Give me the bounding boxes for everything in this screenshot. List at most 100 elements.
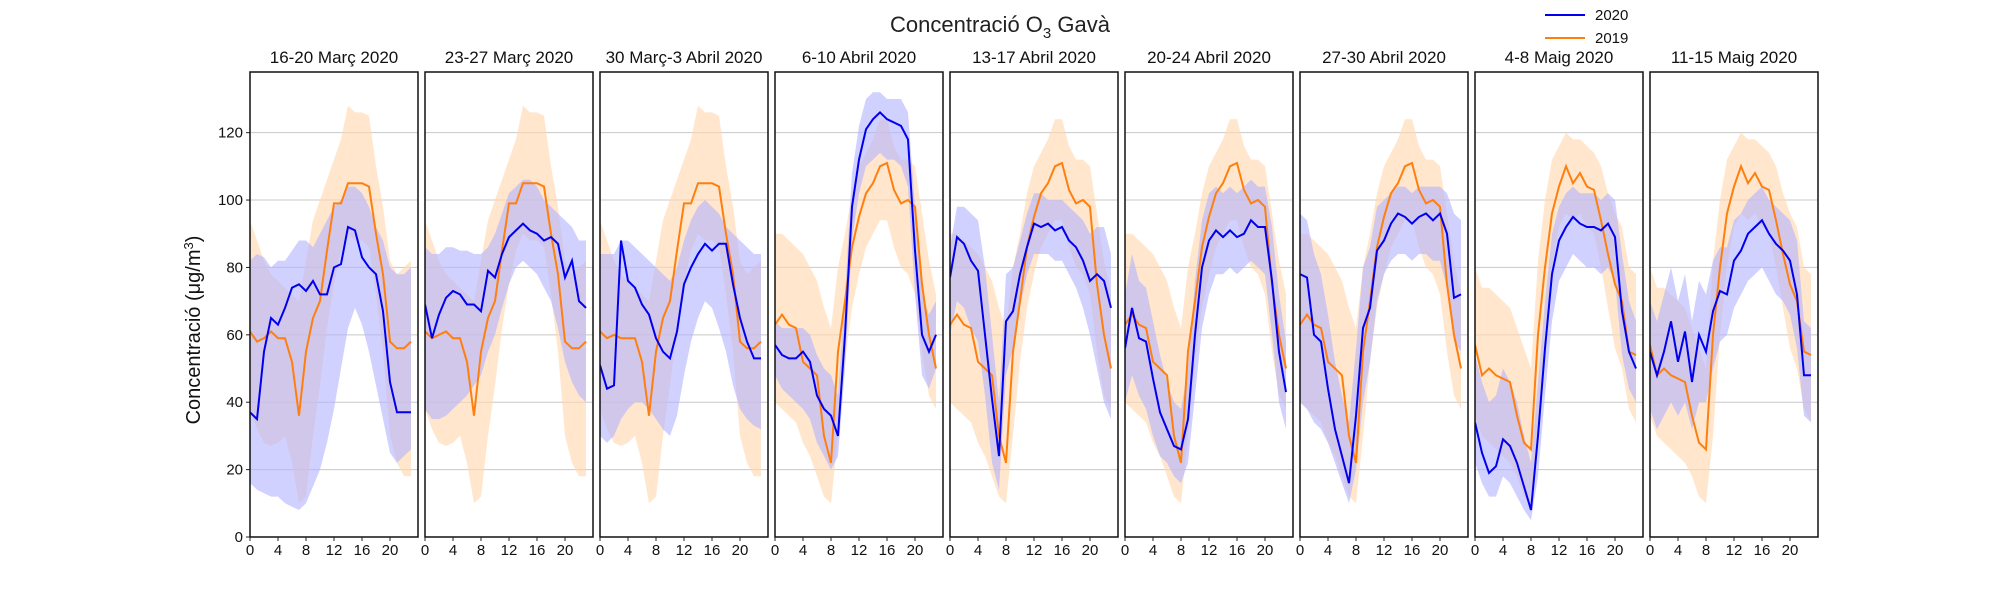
line-2019 [1475, 163, 1637, 452]
x-tick-label: 4 [624, 542, 632, 559]
band-2020 [600, 200, 761, 443]
x-tick-label: 8 [827, 542, 835, 559]
panel-1: 16-20 Març 2020 0 4 8 12 16 20 [246, 48, 419, 559]
panel-6: 20-24 Abril 2020 0 4 8 12 16 20 [1121, 48, 1294, 559]
panel-title: 27-30 Abril 2020 [1322, 48, 1446, 67]
x-tick-label: 20 [1082, 542, 1099, 559]
x-tick-label: 4 [449, 542, 457, 559]
x-tick-label: 0 [946, 542, 954, 559]
x-tick-label: 20 [907, 542, 924, 559]
x-tick-label: 20 [1257, 542, 1274, 559]
x-tick-label: 12 [326, 542, 343, 559]
x-tick-label: 8 [302, 542, 310, 559]
y-tick-label: 100 [218, 192, 243, 209]
x-tick-label: 16 [1754, 542, 1771, 559]
x-tick-label: 12 [1026, 542, 1043, 559]
band-2020 [775, 92, 936, 470]
panel-title: 30 Març-3 Abril 2020 [606, 48, 763, 67]
x-tick-label: 16 [1404, 542, 1421, 559]
line-2019 [1125, 161, 1287, 464]
x-tick-label: 20 [1607, 542, 1624, 559]
x-tick-label: 12 [1376, 542, 1393, 559]
x-tick-label: 16 [1229, 542, 1246, 559]
legend: 2020 2019 [1545, 7, 1628, 47]
y-tick-label: 40 [226, 394, 243, 411]
panel-title: 23-27 Març 2020 [445, 48, 574, 67]
x-tick-label: 8 [1527, 542, 1535, 559]
x-tick-label: 4 [799, 542, 807, 559]
band-2020 [250, 186, 411, 510]
panel-title: 4-8 Maig 2020 [1505, 48, 1614, 67]
panel-title: 11-15 Maig 2020 [1671, 48, 1797, 67]
line-2020 [1125, 218, 1287, 451]
x-tick-label: 0 [421, 542, 429, 559]
band-2020 [1475, 186, 1636, 521]
y-tick-label: 0 [235, 529, 243, 546]
x-tick-label: 8 [477, 542, 485, 559]
panel-4: 6-10 Abril 2020 0 4 8 12 16 20 [771, 48, 944, 559]
line-2020 [425, 222, 587, 339]
x-tick-label: 8 [1002, 542, 1010, 559]
line-2019 [775, 161, 937, 464]
legend-label-2020: 2020 [1595, 7, 1628, 24]
x-tick-label: 4 [1324, 542, 1332, 559]
panel-7: 27-30 Abril 2020 0 4 8 12 16 20 [1296, 48, 1469, 559]
y-axis: 0 20 40 60 80 100 120 [218, 125, 250, 546]
plot-area [775, 92, 937, 504]
x-tick-label: 8 [652, 542, 660, 559]
x-tick-label: 0 [771, 542, 779, 559]
plot-area [1125, 119, 1287, 504]
x-tick-label: 12 [676, 542, 693, 559]
y-tick-label: 20 [226, 462, 243, 479]
x-tick-label: 16 [1054, 542, 1071, 559]
x-tick-label: 16 [529, 542, 546, 559]
x-tick-label: 12 [501, 542, 518, 559]
line-2019 [250, 182, 412, 416]
x-tick-label: 12 [1201, 542, 1218, 559]
x-tick-label: 4 [274, 542, 282, 559]
line-2020 [600, 240, 761, 391]
x-tick-label: 20 [732, 542, 749, 559]
plot-area [1300, 119, 1462, 504]
line-2019 [1300, 161, 1462, 464]
plot-area [950, 119, 1112, 504]
x-tick-label: 0 [1296, 542, 1304, 559]
line-2020 [1475, 215, 1637, 511]
line-2020 [775, 111, 937, 437]
x-tick-label: 16 [704, 542, 721, 559]
x-tick-label: 8 [1352, 542, 1360, 559]
panel-2: 23-27 Març 2020 0 4 8 12 16 20 [421, 48, 594, 559]
panels: 16-20 Març 2020 0 4 8 12 16 20 23-27 Març 2020 0… [246, 48, 1819, 559]
line-2019 [1650, 163, 1812, 452]
legend-label-2019: 2019 [1595, 30, 1628, 47]
line-2020 [1300, 211, 1462, 484]
band-2020 [1125, 179, 1286, 484]
x-tick-label: 16 [1579, 542, 1596, 559]
plot-area [1475, 132, 1637, 521]
line-2019 [425, 182, 587, 416]
line-2020 [950, 222, 1112, 457]
x-tick-label: 0 [596, 542, 604, 559]
panel-title: 6-10 Abril 2020 [802, 48, 916, 67]
line-2020 [250, 225, 411, 422]
x-tick-label: 0 [1646, 542, 1654, 559]
panel-9: 11-15 Maig 2020 0 4 8 12 16 20 [1646, 48, 1819, 559]
panel-8: 4-8 Maig 2020 0 4 8 12 16 20 [1471, 48, 1644, 559]
x-tick-label: 4 [1149, 542, 1157, 559]
x-tick-label: 20 [382, 542, 399, 559]
x-tick-label: 16 [354, 542, 371, 559]
x-tick-label: 4 [974, 542, 982, 559]
band-2020 [950, 193, 1111, 490]
x-tick-label: 4 [1674, 542, 1682, 559]
x-tick-label: 20 [557, 542, 574, 559]
band-2020 [1300, 186, 1461, 504]
plot-area [425, 105, 587, 504]
x-tick-label: 0 [1471, 542, 1479, 559]
x-tick-label: 16 [879, 542, 896, 559]
x-tick-label: 12 [1726, 542, 1743, 559]
panel-title: 20-24 Abril 2020 [1147, 48, 1271, 67]
y-axis-label: Concentració (μg/m3) [181, 236, 205, 425]
plot-area [600, 105, 762, 504]
chart-title: Concentració O3 Gavà [890, 12, 1111, 42]
